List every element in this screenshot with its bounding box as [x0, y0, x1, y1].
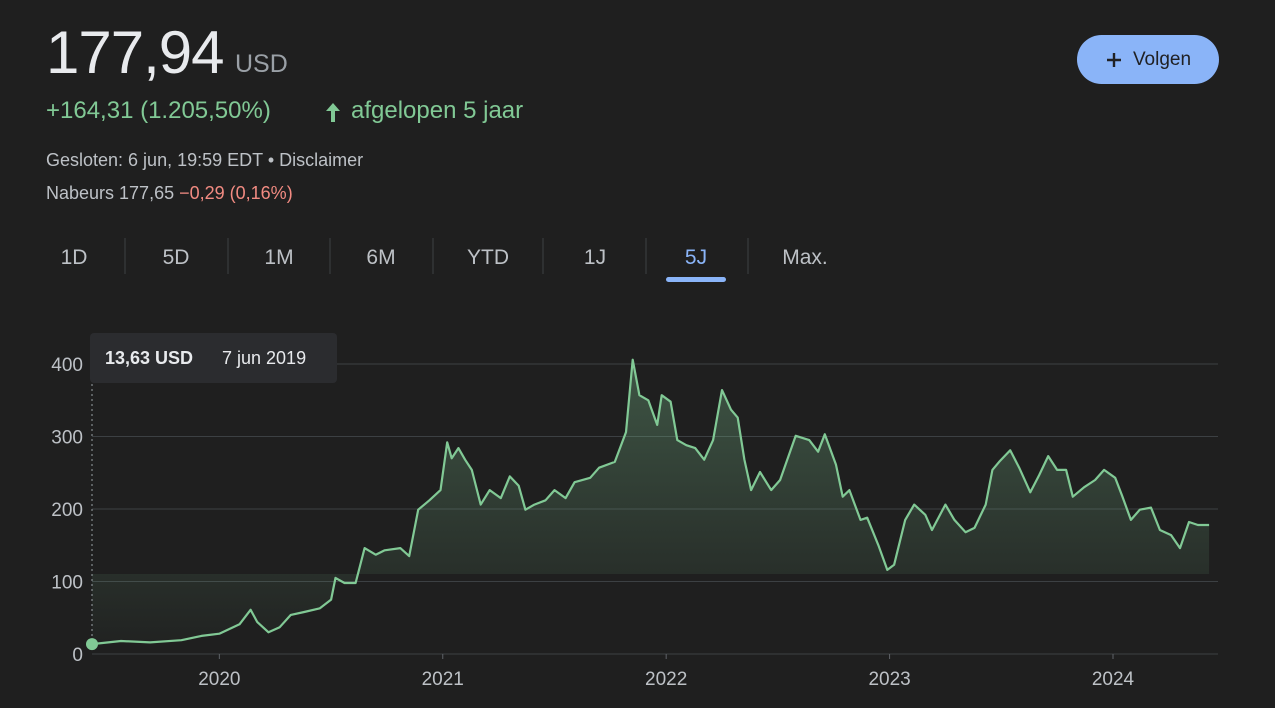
- range-tab[interactable]: YTD: [467, 246, 509, 269]
- after-hours-change: −0,29 (0,16%): [179, 183, 293, 203]
- follow-button[interactable]: Volgen: [1077, 35, 1219, 84]
- range-tab[interactable]: 1D: [61, 246, 88, 269]
- area: [92, 359, 1210, 645]
- disclaimer-link[interactable]: Disclaimer: [279, 150, 364, 170]
- price-change: +164,31 (1.205,50%): [46, 97, 271, 124]
- range-tab[interactable]: Max.: [782, 246, 828, 269]
- range-tabs: 1D 5D 1M 6M YTD 1J 5J Max.: [61, 238, 828, 282]
- y-tick-label: 100: [51, 573, 83, 594]
- tooltip-date: 7 jun 2019: [222, 348, 306, 368]
- currency: USD: [235, 50, 288, 78]
- x-tick-label: 2020: [198, 669, 240, 690]
- active-tab-indicator: [666, 277, 726, 282]
- tooltip: 13,63 USD 7 jun 2019: [90, 333, 337, 383]
- tooltip-price: 13,63 USD: [105, 348, 193, 368]
- separator: •: [267, 150, 275, 170]
- range-tab[interactable]: 5J: [685, 246, 707, 269]
- x-tick-label: 2024: [1092, 669, 1135, 690]
- range-tab[interactable]: 1M: [264, 246, 293, 269]
- y-tick-label: 0: [72, 645, 83, 666]
- plot: 0 100 200 300 400 2020 2021 2022 2023 2024 13,63 U…: [51, 333, 1218, 690]
- range-tab[interactable]: 6M: [366, 246, 395, 269]
- price-line: [91, 358, 1210, 646]
- period: afgelopen 5 jaar: [351, 97, 524, 124]
- y-tick-label: 300: [51, 428, 83, 449]
- price: 177,94: [46, 19, 225, 86]
- plus-icon: [1106, 52, 1121, 67]
- hover-point: [86, 638, 98, 651]
- x-tick-label: 2023: [868, 669, 910, 690]
- range-tab[interactable]: 5D: [163, 246, 190, 269]
- x-tick-label: 2021: [422, 669, 464, 690]
- y-tick-label: 400: [51, 355, 83, 376]
- after-hours-price: Nabeurs 177,65: [46, 183, 175, 203]
- range-tab[interactable]: 1J: [584, 246, 606, 269]
- up-arrow-icon: [326, 103, 340, 122]
- status-line: Gesloten: 6 jun, 19:59 EDT • Disclaimer: [46, 150, 363, 171]
- x-tick-label: 2022: [645, 669, 687, 690]
- after-hours-line: Nabeurs 177,65 −0,29 (0,16%): [46, 183, 293, 204]
- follow-label: Volgen: [1132, 48, 1192, 70]
- tooltip-box: [90, 333, 337, 383]
- y-tick-label: 200: [51, 500, 83, 521]
- closed-time: Gesloten: 6 jun, 19:59 EDT: [46, 150, 263, 170]
